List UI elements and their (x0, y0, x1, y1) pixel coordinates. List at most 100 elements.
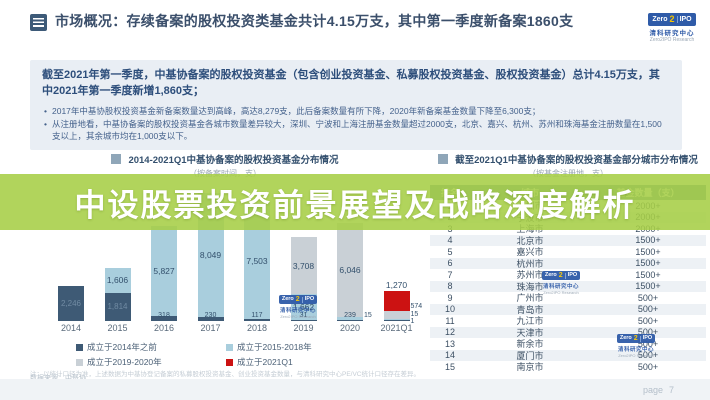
x-axis-label: 2016 (153, 323, 175, 333)
count-cell: 1500+ (635, 269, 661, 280)
bar-value-label: 1,606 (106, 275, 129, 286)
bar-value-label: 2,246 (60, 298, 82, 308)
legend-swatch-icon (76, 343, 83, 351)
table-subtitle: （按基金注册地，支） (430, 168, 706, 179)
rank-cell: 12 (444, 327, 455, 338)
summary-bullet: • 从注册地看，中基协备案的股权投资基金各城市数量差异较大，深圳、宁波和上海注册基… (44, 118, 662, 142)
bar-value-label: 1,270 (385, 279, 408, 290)
bar-value-label: 239 (344, 311, 356, 319)
bar-segment (58, 286, 84, 321)
legend-swatch-icon (76, 358, 83, 366)
table-row: 14 厦门市 500+ (430, 349, 706, 361)
x-axis-label: 2018 (246, 323, 268, 333)
bar-segment (104, 292, 131, 321)
square-bullet-icon (111, 154, 122, 164)
zero2ipo-watermark: Zero 2 IPO 清科研究中心 Zero2IPO Research (278, 295, 318, 319)
bar-segment (151, 316, 177, 321)
x-axis-label: 2020 (339, 323, 361, 333)
city-cell: 新余市 (516, 339, 544, 350)
table-row: 4 北京市 1500+ (430, 234, 706, 246)
chart-subtitle: （按备案时间，支） (28, 168, 422, 179)
bar-segment (197, 317, 224, 321)
legend-item: 成立于2019-2020年 (76, 356, 226, 368)
chart-legend: 成立于2014年之前 成立于2015-2018年 成立于2019-2020年 成立于2… (76, 341, 422, 368)
bar-segment (104, 268, 131, 293)
bar-value-label: 7,503 (246, 256, 268, 267)
count-cell: 500+ (637, 350, 659, 361)
table-row: 10 青岛市 500+ (430, 303, 706, 315)
city-cell: 厦门市 (516, 350, 544, 361)
overlay-banner: 中设股票投资前景展望及战略深度解析 (0, 174, 710, 230)
data-source-note: 数据来源：中基协 (30, 373, 422, 383)
stacked-bar-chart: 2014 2015 2016 2017 2018 2019 2020 2021Q1 2,246 1… (28, 181, 422, 339)
bar-value-label: 3,708 (292, 260, 315, 271)
bar-value-label: 1,814 (107, 301, 128, 311)
table-row: 13 新余市 500+ (430, 338, 706, 350)
table-row: 12 天津市 500+ (430, 326, 706, 338)
bar-value-label: 1 (410, 318, 415, 325)
table-row: 5 嘉兴市 1500+ (430, 246, 706, 258)
legend-item: 成立于2015-2018年 (226, 341, 376, 353)
page-label: page (642, 385, 663, 395)
x-axis-label: 2015 (107, 323, 128, 333)
city-cell: 苏州市 (516, 270, 544, 281)
zero2ipo-logo: Zero 2 IPO 清科研究中心 Zero2IPO Research (644, 8, 700, 43)
square-bullet-icon (438, 154, 449, 164)
table-title: 截至2021Q1中基协备案的股权投资基金部分城市分布情况 (455, 155, 698, 166)
list-icon (30, 14, 47, 31)
bar-value-label: 5,827 (153, 265, 175, 276)
brand-two: 2 (669, 14, 675, 24)
rank-cell: 11 (445, 315, 455, 326)
bar-segment (383, 310, 410, 320)
table-row: 7 苏州市 1500+ (430, 269, 706, 281)
bar-segment (244, 319, 270, 321)
bar-value-label: 1,662 (292, 302, 315, 313)
table-row: 15 南京市 500+ (430, 361, 706, 373)
count-cell: 1500+ (635, 258, 661, 269)
legend-item: 成立于2021Q1 (226, 356, 376, 368)
bar-segment (383, 319, 410, 321)
brand-pill: Zero 2 IPO (648, 13, 696, 26)
table-row: 9 广州市 500+ (430, 292, 706, 304)
rank-cell: 4 (447, 235, 453, 246)
brand-name-en: Zero2IPO Research (649, 37, 695, 43)
bar-value-label: 230 (204, 311, 217, 319)
bar-segment (290, 320, 317, 321)
bar-value-label: 574 (410, 303, 423, 310)
bar-value-label: 318 (158, 311, 170, 319)
count-cell: 500+ (637, 361, 659, 372)
rank-cell: 10 (444, 304, 455, 315)
bar-value-label: 8,049 (199, 250, 222, 261)
table-row: 6 杭州市 1500+ (430, 257, 706, 269)
brand-zero: Zero (652, 16, 668, 23)
count-cell: 500+ (637, 315, 659, 326)
table-row: 11 九江市 500+ (430, 315, 706, 327)
zero2ipo-watermark: Zero 2 IPO 清科研究中心 Zero2IPO Research (616, 334, 656, 358)
footnote: 注：以统计口径为准，上述数据为中基协登记备案的私募股权投资基金、创业投资基金数量… (30, 371, 421, 378)
table-row: 8 珠海市 1500+ (430, 280, 706, 292)
brand-name-cn: 清科研究中心 (649, 30, 695, 37)
count-cell: 500+ (637, 304, 659, 315)
bar-value-label: 15 (364, 312, 372, 319)
page-number: page 7 (643, 385, 674, 395)
x-axis-label: 2021Q1 (380, 323, 413, 333)
x-axis-label: 2019 (293, 323, 314, 333)
city-cell: 杭州市 (516, 258, 544, 269)
bar-segment (337, 316, 363, 321)
bar-value-label: 31 (299, 311, 308, 319)
city-cell: 珠海市 (516, 281, 544, 292)
summary-box: 截至2021年第一季度，中基协备案的股权投资基金（包含创业投资基金、私募股权投资… (30, 60, 682, 150)
city-cell: 天津市 (516, 327, 544, 338)
zero2ipo-watermark: Zero 2 IPO 清科研究中心 Zero2IPO Research (541, 271, 581, 295)
x-axis-label: 2014 (60, 323, 82, 333)
rank-cell: 8 (447, 281, 453, 292)
bar-segment (383, 320, 410, 321)
summary-lead: 截至2021年第一季度，中基协备案的股权投资基金（包含创业投资基金、私募股权投资… (42, 69, 660, 97)
count-cell: 1500+ (635, 235, 661, 246)
summary-bullet-list: • 2017年中基协股权投资基金新备案数量达到高峰，高达8,279支，此后备案数量… (44, 105, 670, 143)
city-cell: 南京市 (516, 362, 544, 373)
rank-cell: 13 (444, 338, 455, 349)
footer-strip (0, 379, 710, 400)
count-cell: 1500+ (635, 281, 661, 292)
